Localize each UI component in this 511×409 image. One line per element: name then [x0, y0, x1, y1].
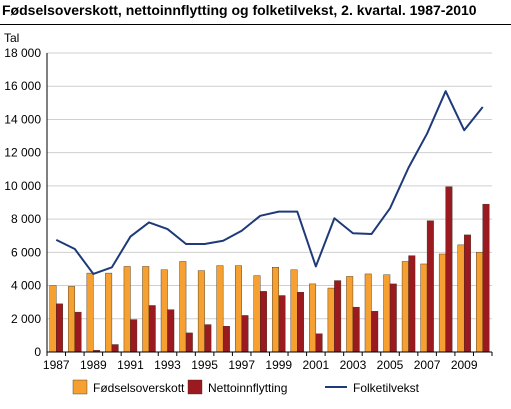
- bar-nettoinnflytting: [482, 203, 490, 353]
- y-tick-label: 2 000: [11, 312, 41, 326]
- x-tick-label: 1993: [154, 358, 181, 372]
- bar-fodselsoverskott: [420, 263, 428, 353]
- axes: [46, 53, 493, 356]
- line-series: [55, 90, 484, 275]
- bar-fodselsoverskott: [68, 286, 76, 353]
- bar-nettoinnflytting: [371, 311, 379, 353]
- x-tick-label: 2001: [303, 358, 330, 372]
- x-tick-label: 1991: [117, 358, 144, 372]
- bar-nettoinnflytting: [334, 280, 342, 353]
- bar-fodselsoverskott: [216, 265, 224, 353]
- bar-fodselsoverskott: [105, 272, 113, 353]
- bar-nettoinnflytting: [278, 295, 286, 353]
- y-tick-label: 12 000: [4, 146, 41, 160]
- bar-nettoinnflytting: [74, 311, 82, 353]
- y-tick-label: 0: [34, 345, 41, 359]
- bar-nettoinnflytting: [241, 315, 249, 353]
- line-folketilvekst: [55, 90, 484, 275]
- bar-fodselsoverskott: [290, 269, 298, 353]
- y-tick-label: 6 000: [11, 245, 41, 259]
- x-tick-label: 1989: [80, 358, 107, 372]
- legend-swatch: [187, 379, 203, 395]
- x-tick-label: 1987: [43, 358, 70, 372]
- bar-fodselsoverskott: [123, 266, 131, 353]
- bar-nettoinnflytting: [222, 326, 230, 353]
- x-tick-label: 2007: [414, 358, 441, 372]
- chart-title: Fødselsoverskott, nettoinnflytting og fo…: [2, 2, 477, 18]
- x-tick-label: 2009: [451, 358, 478, 372]
- legend: Fødselsoverskott Nettoinnflytting Folketil…: [72, 379, 420, 395]
- bar-fodselsoverskott: [383, 274, 391, 353]
- bar-fodselsoverskott: [253, 275, 261, 353]
- legend-label: Nettoinnflytting: [208, 381, 287, 395]
- bar-fodselsoverskott: [327, 287, 335, 353]
- x-tick-label: 1999: [265, 358, 292, 372]
- bar-nettoinnflytting: [445, 186, 453, 353]
- bar-nettoinnflytting: [204, 324, 212, 353]
- bar-fodselsoverskott: [401, 261, 409, 353]
- y-tick-labels: 0 2 000 4 000 6 000 8 000 10 000 12 000 14 000 1…: [4, 46, 41, 359]
- bar-fodselsoverskott: [160, 269, 168, 353]
- bar-nettoinnflytting: [408, 255, 416, 353]
- y-tick-label: 14 000: [4, 112, 41, 126]
- bar-fodselsoverskott: [142, 266, 150, 353]
- x-tick-label: 1995: [191, 358, 218, 372]
- bar-fodselsoverskott: [346, 276, 354, 353]
- bar-nettoinnflytting: [426, 220, 434, 353]
- y-tick-label: 16 000: [4, 79, 41, 93]
- bar-nettoinnflytting: [111, 344, 119, 353]
- bar-fodselsoverskott: [234, 265, 242, 353]
- x-tick-label: 1997: [228, 358, 255, 372]
- bar-fodselsoverskott: [309, 283, 317, 353]
- x-tick-labels: 1987 1989 1991 1993 1995 1997 1999 2001 2003 2005…: [43, 358, 478, 372]
- bar-fodselsoverskott: [476, 252, 483, 353]
- bar-fodselsoverskott: [197, 270, 205, 353]
- bar-fodselsoverskott: [364, 273, 372, 353]
- bar-fodselsoverskott: [272, 267, 279, 353]
- bars: [49, 186, 490, 353]
- bar-nettoinnflytting: [389, 283, 397, 353]
- bar-fodselsoverskott: [49, 285, 57, 353]
- bar-nettoinnflytting: [315, 333, 323, 353]
- bar-nettoinnflytting: [463, 234, 471, 353]
- bar-nettoinnflytting: [352, 306, 360, 353]
- bar-nettoinnflytting: [260, 291, 267, 353]
- bar-fodselsoverskott: [438, 253, 446, 353]
- title-rule: [0, 24, 511, 25]
- bar-nettoinnflytting: [167, 309, 175, 353]
- bar-nettoinnflytting: [297, 292, 305, 353]
- y-tick-label: 10 000: [4, 179, 41, 193]
- bar-nettoinnflytting: [185, 332, 193, 353]
- legend-label: Folketilvekst: [353, 381, 420, 395]
- y-axis-label: Tal: [4, 31, 19, 45]
- legend-swatch: [72, 379, 88, 395]
- x-tick-label: 2003: [340, 358, 367, 372]
- bar-nettoinnflytting: [56, 303, 63, 353]
- bar-fodselsoverskott: [86, 272, 94, 353]
- y-tick-label: 4 000: [11, 279, 41, 293]
- bar-nettoinnflytting: [148, 305, 156, 353]
- y-tick-label: 18 000: [4, 46, 41, 60]
- bar-nettoinnflytting: [130, 319, 138, 353]
- y-tick-label: 8 000: [11, 212, 41, 226]
- x-tick-label: 2005: [377, 358, 404, 372]
- bar-fodselsoverskott: [457, 244, 465, 353]
- bar-fodselsoverskott: [179, 261, 187, 353]
- legend-label: Fødselsoverskott: [93, 381, 185, 395]
